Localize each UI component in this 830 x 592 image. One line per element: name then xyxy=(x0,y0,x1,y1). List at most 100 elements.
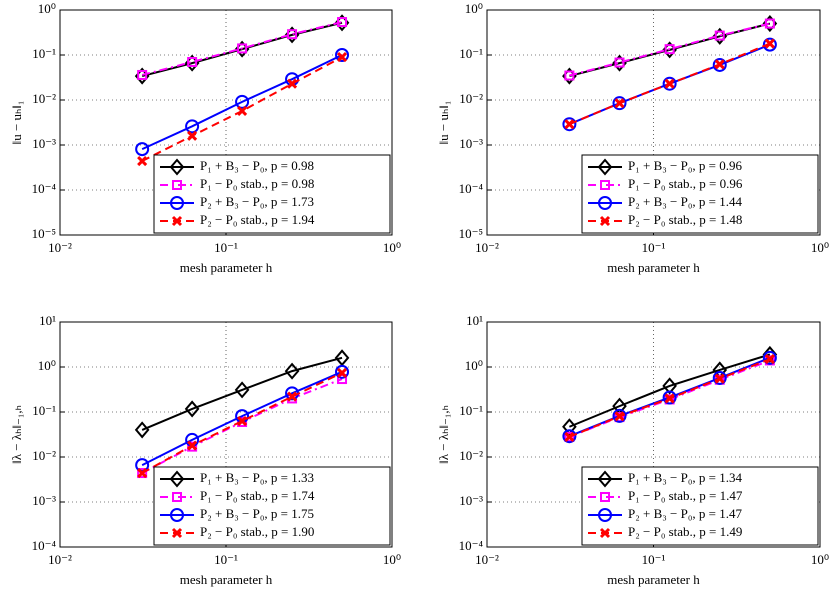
marker xyxy=(662,377,677,395)
marker xyxy=(237,105,248,117)
marker xyxy=(764,18,775,29)
marker xyxy=(714,30,725,41)
y-tick-label: 10⁻⁴ xyxy=(459,181,484,196)
y-axis-label: ‖λ − λₕ‖₋₁,ₕ xyxy=(436,405,451,464)
marker xyxy=(287,29,298,40)
marker xyxy=(237,43,248,54)
legend-label: P₂ + B₃ − P₀, p = 1.73 xyxy=(200,194,314,209)
legend-label: P₂ − P₀ stab., p = 1.49 xyxy=(628,524,742,539)
marker xyxy=(286,78,298,89)
x-axis-label: mesh parameter h xyxy=(607,572,700,587)
marker xyxy=(599,527,611,539)
series-line xyxy=(569,22,771,77)
y-tick-label: 10⁻¹ xyxy=(32,403,56,418)
legend-label: P₁ − P₀ stab., p = 1.74 xyxy=(200,488,315,503)
y-tick-label: 10⁰ xyxy=(465,358,483,373)
legend-label: P₁ + B₃ − P₀, p = 0.98 xyxy=(200,158,314,173)
marker xyxy=(614,411,625,422)
marker xyxy=(184,400,200,418)
x-tick-label: 10⁻² xyxy=(475,552,499,567)
marker xyxy=(137,155,148,167)
marker xyxy=(137,468,148,479)
subplot: 10⁻² 10⁻¹ 10⁰ 10⁻⁵ 10⁻⁴ 10⁻³ 10⁻² 10⁻¹ 10⁰ mesh p… xyxy=(436,1,829,275)
legend-label: P₂ − P₀ stab., p = 1.94 xyxy=(200,212,315,227)
y-tick-label: 10⁰ xyxy=(38,1,56,16)
series-line xyxy=(141,371,343,474)
marker xyxy=(171,215,183,227)
y-axis-label: ‖u − uₕ‖₁ xyxy=(9,101,24,145)
marker xyxy=(612,408,627,423)
marker xyxy=(664,78,675,89)
marker xyxy=(135,142,150,157)
marker xyxy=(614,57,625,68)
marker xyxy=(597,158,613,176)
marker xyxy=(664,44,675,55)
x-tick-label: 10⁰ xyxy=(811,552,829,567)
x-tick-label: 10⁰ xyxy=(383,240,401,255)
legend-label: P₁ − P₀ stab., p = 1.47 xyxy=(628,488,743,503)
marker xyxy=(562,429,577,444)
marker xyxy=(337,17,348,28)
marker xyxy=(600,492,610,502)
y-tick-label: 10⁻⁵ xyxy=(459,226,483,241)
marker xyxy=(170,196,184,210)
x-tick-label: 10⁻² xyxy=(475,240,499,255)
marker xyxy=(137,69,148,80)
marker xyxy=(712,370,727,385)
marker xyxy=(284,362,300,380)
marker xyxy=(562,117,577,132)
y-tick-label: 10¹ xyxy=(466,313,483,328)
marker xyxy=(664,393,675,404)
axes-frame xyxy=(486,9,821,236)
marker xyxy=(599,215,611,227)
axes-frame xyxy=(59,321,393,548)
legend-label: P₁ + B₃ − P₀, p = 0.96 xyxy=(628,158,742,173)
y-tick-label: 10⁻¹ xyxy=(459,403,483,418)
y-tick-label: 10⁻³ xyxy=(32,136,56,151)
y-tick-label: 10⁻⁴ xyxy=(32,538,57,553)
marker xyxy=(712,57,727,72)
x-axis-label: mesh parameter h xyxy=(180,572,273,587)
marker xyxy=(612,96,627,111)
marker xyxy=(337,374,348,385)
legend-label: P₁ − P₀ stab., p = 0.96 xyxy=(628,176,743,191)
marker xyxy=(235,94,250,109)
axes-frame xyxy=(59,9,393,236)
marker xyxy=(334,349,350,367)
y-tick-label: 10⁻³ xyxy=(459,493,483,508)
marker xyxy=(714,373,725,384)
marker xyxy=(234,381,250,399)
marker xyxy=(662,76,677,91)
marker xyxy=(336,367,348,378)
y-tick-label: 10⁰ xyxy=(465,1,483,16)
x-tick-label: 10⁰ xyxy=(811,240,829,255)
marker xyxy=(286,391,298,402)
x-axis-label: mesh parameter h xyxy=(180,260,273,275)
y-tick-label: 10⁻¹ xyxy=(32,46,56,61)
marker xyxy=(762,37,777,52)
legend-label: P₂ − P₀ stab., p = 1.48 xyxy=(628,212,742,227)
marker xyxy=(171,527,183,539)
x-tick-label: 10⁻¹ xyxy=(214,240,238,255)
y-tick-label: 10¹ xyxy=(39,313,56,328)
marker xyxy=(614,98,625,109)
x-tick-label: 10⁻¹ xyxy=(642,552,666,567)
marker xyxy=(662,390,677,405)
y-tick-label: 10⁻² xyxy=(459,448,483,463)
marker xyxy=(335,364,350,379)
marker xyxy=(134,421,150,439)
marker xyxy=(187,56,198,67)
marker xyxy=(564,70,575,81)
legend-label: P₁ − P₀ stab., p = 0.98 xyxy=(200,176,314,191)
x-axis-label: mesh parameter h xyxy=(607,260,700,275)
y-tick-label: 10⁻¹ xyxy=(459,46,483,61)
legend-label: P₂ − P₀ stab., p = 1.90 xyxy=(200,524,314,539)
y-axis-label: ‖λ − λₕ‖₋₁,ₕ xyxy=(9,405,24,464)
legend: P₁ + B₃ − P₀, p = 0.98 P₁ − P₀ stab., p =… xyxy=(153,154,391,234)
legend: P₁ + B₃ − P₀, p = 1.34 P₁ − P₀ stab., p =… xyxy=(581,466,819,546)
y-tick-label: 10⁰ xyxy=(38,358,56,373)
y-tick-label: 10⁻² xyxy=(459,91,483,106)
series-line xyxy=(141,356,343,431)
marker xyxy=(185,119,200,134)
y-tick-label: 10⁻⁴ xyxy=(32,181,57,196)
